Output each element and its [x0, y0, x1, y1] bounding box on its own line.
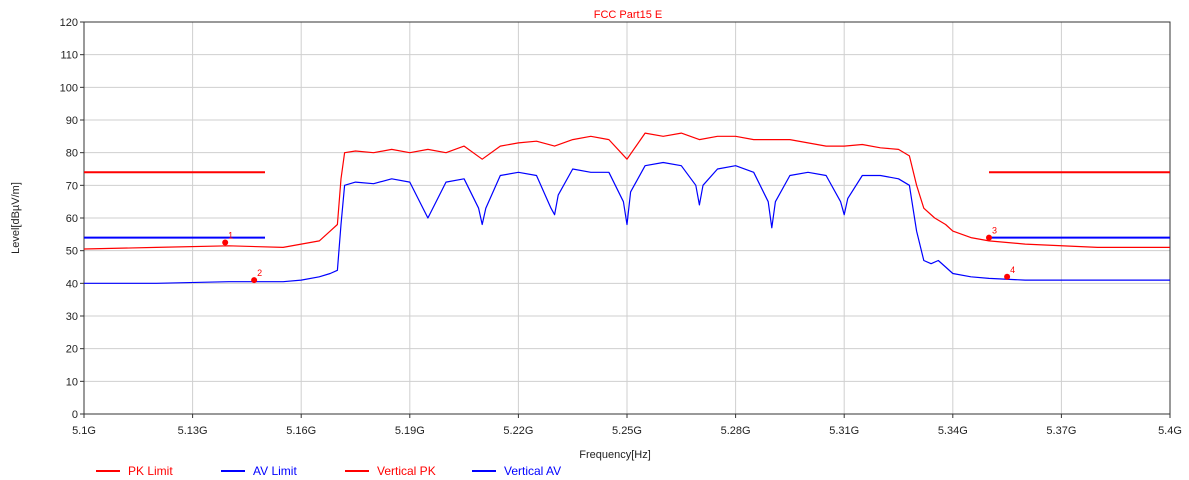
marker-point — [1004, 273, 1011, 280]
marker-label: 3 — [992, 226, 997, 236]
x-tick-label: 5.22G — [503, 425, 533, 437]
x-tick-label: 5.25G — [612, 425, 642, 437]
series-vertical-av-line — [84, 161, 1170, 284]
marker-label: 1 — [228, 231, 233, 241]
series-vertical-pk-line — [83, 132, 1170, 250]
x-tick-label: 5.13G — [178, 425, 208, 437]
y-tick-label: 80 — [66, 148, 78, 160]
y-tick-label: 120 — [60, 17, 78, 29]
y-tick-label: 30 — [66, 311, 78, 323]
y-tick-label: 70 — [66, 180, 78, 192]
marker-label: 2 — [257, 268, 262, 278]
y-tick-label: 20 — [66, 344, 78, 356]
legend: PK Limit AV Limit Vertical PK Vertical AV — [96, 464, 561, 478]
y-tick-label: 10 — [66, 376, 78, 388]
tick-layer: 0 10 20 30 40 50 60 70 80 90 100 110 120 5.1G 5.13G 5.1… — [60, 17, 1182, 437]
x-tick-label: 5.37G — [1046, 425, 1076, 437]
legend-label: PK Limit — [128, 464, 173, 478]
y-tick-label: 110 — [60, 50, 78, 62]
x-axis-title: Frequency[Hz] — [579, 449, 651, 461]
x-tick-label: 5.16G — [286, 425, 316, 437]
grid-layer — [84, 22, 1170, 414]
series-layer — [83, 132, 1170, 284]
legend-label: Vertical PK — [377, 464, 436, 478]
marker-point — [986, 234, 992, 241]
chart-title: FCC Part15 E — [594, 9, 662, 21]
y-tick-label: 0 — [72, 409, 78, 421]
y-axis-title: Level[dBµV/m] — [10, 182, 22, 254]
y-tick-label: 60 — [66, 213, 78, 225]
marker-layer: 1 2 3 4 — [222, 226, 1015, 284]
y-tick-label: 90 — [66, 115, 78, 127]
y-tick-label: 50 — [66, 246, 78, 258]
x-tick-label: 5.1G — [72, 425, 96, 437]
legend-label: Vertical AV — [504, 464, 561, 478]
y-tick-label: 100 — [60, 82, 78, 94]
x-tick-label: 5.28G — [721, 425, 751, 437]
x-tick-label: 5.31G — [829, 425, 859, 437]
marker-point — [222, 239, 229, 246]
marker-point — [251, 277, 258, 284]
y-tick-label: 40 — [66, 278, 78, 290]
x-tick-label: 5.19G — [395, 425, 425, 437]
x-tick-label: 5.34G — [938, 425, 968, 437]
x-tick-label: 5.4G — [1158, 425, 1182, 437]
marker-label: 4 — [1010, 265, 1015, 275]
legend-label: AV Limit — [253, 464, 297, 478]
